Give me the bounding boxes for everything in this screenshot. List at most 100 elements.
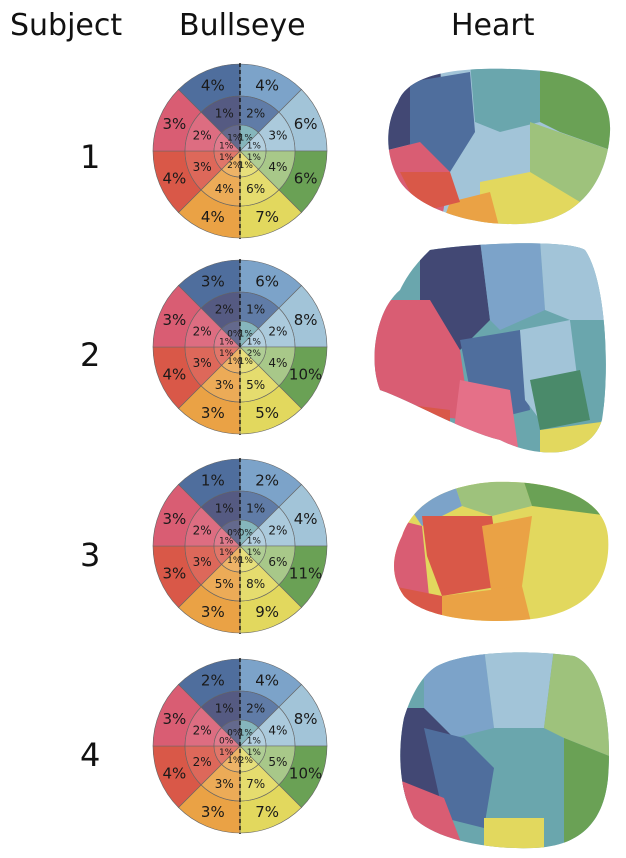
bullseye-label: 1% [227, 556, 242, 566]
heart-subject-2 [374, 243, 606, 453]
bullseye-label: 4% [268, 724, 287, 738]
bullseye-label: 2% [268, 325, 287, 339]
bullseye-label: 0% [227, 528, 242, 538]
bullseye-label: 1% [239, 357, 254, 367]
subject-header: Subject [10, 8, 123, 43]
heart-header: Heart [451, 8, 535, 43]
bullseye-label: 2% [201, 672, 225, 690]
bullseye-label: 6% [246, 182, 265, 196]
bullseye-label: 3% [193, 160, 212, 174]
bullseye-label: 4% [294, 510, 318, 528]
bullseye-label: 1% [219, 141, 234, 151]
bullseye-label: 1% [239, 161, 254, 171]
bullseye-label: 8% [246, 577, 265, 591]
bullseye-label: 8% [294, 710, 318, 728]
bullseye-label: 3% [215, 378, 234, 392]
bullseye-label: 1% [219, 548, 234, 558]
bullseye-segment [221, 124, 241, 152]
bullseye-label: 0% [227, 329, 242, 339]
bullseye-label: 2% [268, 524, 287, 538]
bullseye-label: 1% [247, 748, 262, 758]
bullseye-label: 3% [201, 273, 225, 291]
bullseye-label: 1% [215, 106, 234, 120]
bullseye-label: 3% [163, 564, 187, 582]
bullseye-label: 2% [193, 524, 212, 538]
bullseye-label: 11% [289, 564, 322, 582]
bullseye-label: 1% [219, 748, 234, 758]
bullseye-label: 1% [239, 329, 254, 339]
bullseye-segment [221, 519, 241, 547]
bullseye-label: 4% [268, 356, 287, 370]
bullseye-label: 3% [163, 311, 187, 329]
bullseye-label: 6% [255, 273, 279, 291]
bullseye-label: 1% [227, 756, 242, 766]
subject-1-label: 1 [80, 138, 101, 176]
bullseye-label: 4% [163, 764, 187, 782]
bullseye-subject-3: 2%4%11%9%3%3%3%1%1%2%6%8%5%3%2%1%0%1%1%1… [152, 458, 328, 634]
bullseye-label: 2% [215, 302, 234, 316]
bullseye-label: 1% [219, 337, 234, 347]
bullseye-label: 4% [215, 182, 234, 196]
subject-2-label: 2 [80, 336, 101, 374]
bullseye-label: 9% [255, 603, 279, 621]
bullseye-label: 10% [289, 365, 322, 383]
subject-4-label: 4 [80, 736, 101, 774]
bullseye-label: 7% [246, 777, 265, 791]
bullseye-segment [221, 719, 241, 747]
bullseye-label: 2% [255, 472, 279, 490]
bullseye-label: 5% [255, 404, 279, 422]
bullseye-label: 3% [268, 129, 287, 143]
bullseye-label: 0% [239, 528, 254, 538]
subject-3-label: 3 [80, 536, 101, 574]
bullseye-label: 5% [215, 577, 234, 591]
bullseye-label: 3% [215, 777, 234, 791]
bullseye-label: 1% [219, 349, 234, 359]
bullseye-label: 1% [219, 153, 234, 163]
bullseye-label: 2% [247, 349, 262, 359]
heart-subject-3 [394, 481, 609, 621]
bullseye-label: 2% [227, 161, 242, 171]
heart-subject-4 [400, 652, 609, 849]
bullseye-segment [221, 320, 241, 348]
bullseye-label: 1% [247, 536, 262, 546]
bullseye-label: 1% [215, 501, 234, 515]
bullseye-label: 5% [268, 755, 287, 769]
bullseye-label: 3% [193, 356, 212, 370]
bullseye-label: 3% [201, 603, 225, 621]
bullseye-label: 1% [247, 736, 262, 746]
bullseye-label: 1% [227, 133, 242, 143]
bullseye-label: 7% [255, 208, 279, 226]
bullseye-label: 4% [163, 365, 187, 383]
bullseye-label: 2% [193, 129, 212, 143]
bullseye-label: 3% [201, 803, 225, 821]
bullseye-label: 2% [193, 755, 212, 769]
bullseye-subject-1: 4%6%6%7%4%4%3%4%2%3%4%6%4%3%2%1%1%1%1%1%… [152, 63, 328, 239]
bullseye-label: 3% [201, 404, 225, 422]
bullseye-subject-2: 6%8%10%5%3%4%3%3%1%2%4%5%3%3%2%2%1%1%2%1… [152, 259, 328, 435]
bullseye-label: 3% [163, 710, 187, 728]
bullseye-label: 4% [268, 160, 287, 174]
bullseye-label: 6% [294, 115, 318, 133]
bullseye-label: 2% [246, 106, 265, 120]
bullseye-label: 4% [163, 169, 187, 187]
bullseye-label: 2% [246, 701, 265, 715]
bullseye-label: 3% [163, 510, 187, 528]
bullseye-label: 1% [247, 141, 262, 151]
bullseye-label: 1% [219, 536, 234, 546]
bullseye-label: 4% [201, 208, 225, 226]
bullseye-label: 3% [193, 555, 212, 569]
bullseye-label: 0% [219, 736, 234, 746]
bullseye-label: 8% [294, 311, 318, 329]
bullseye-header: Bullseye [179, 8, 306, 43]
bullseye-label: 10% [289, 764, 322, 782]
bullseye-label: 1% [247, 548, 262, 558]
bullseye-label: 4% [201, 77, 225, 95]
bullseye-label: 1% [201, 472, 225, 490]
bullseye-label: 6% [268, 555, 287, 569]
bullseye-subject-4: 4%8%10%7%3%4%3%2%2%4%5%7%3%2%2%1%1%1%1%2… [152, 658, 328, 834]
bullseye-label: 1% [227, 357, 242, 367]
heart-subject-1 [388, 68, 611, 225]
bullseye-label: 1% [239, 133, 254, 143]
bullseye-label: 1% [247, 153, 262, 163]
bullseye-label: 1% [239, 556, 254, 566]
